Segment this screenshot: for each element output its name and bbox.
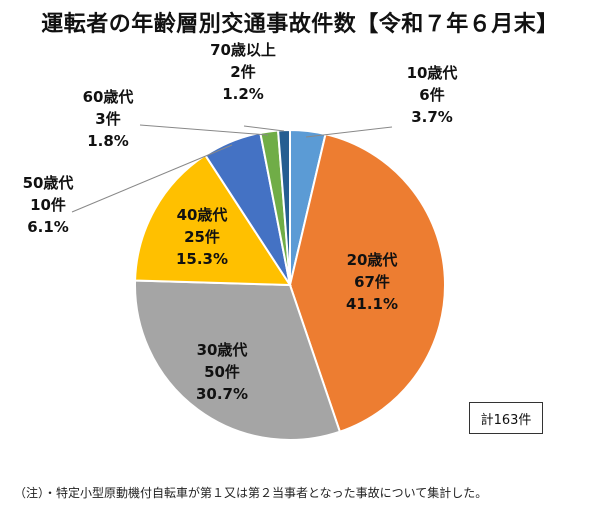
slice-label-2: 20歳代 67件 41.1% <box>346 251 398 313</box>
slice-label-4: 40歳代 25件 15.3% <box>176 206 228 268</box>
slice-label-1: 10歳代 6件 3.7% <box>407 64 458 126</box>
pie-slice-3 <box>134 279 342 441</box>
slice-label-5: 50歳代 10件 6.1% <box>23 174 74 236</box>
slice-label-3: 30歳代 50件 30.7% <box>196 341 248 403</box>
leader-line-1 <box>305 126 393 138</box>
footnote: （注）・特定小型原動機付自転車が第１又は第２当事者となった事故について集計した。 <box>14 486 488 500</box>
total-count-box: 計163件 <box>469 402 543 434</box>
slice-label-7: 70歳以上 2件 1.2% <box>210 41 276 103</box>
pie-slice-4 <box>134 153 292 287</box>
chart-title: 運転者の年齢層別交通事故件数【令和７年６月末】 <box>41 12 559 37</box>
slice-label-6: 60歳代 3件 1.8% <box>83 88 134 150</box>
pie-slice-2 <box>288 132 446 434</box>
leader-line-5 <box>71 144 233 213</box>
leader-line-7 <box>243 125 285 132</box>
leader-line-6 <box>139 124 269 136</box>
